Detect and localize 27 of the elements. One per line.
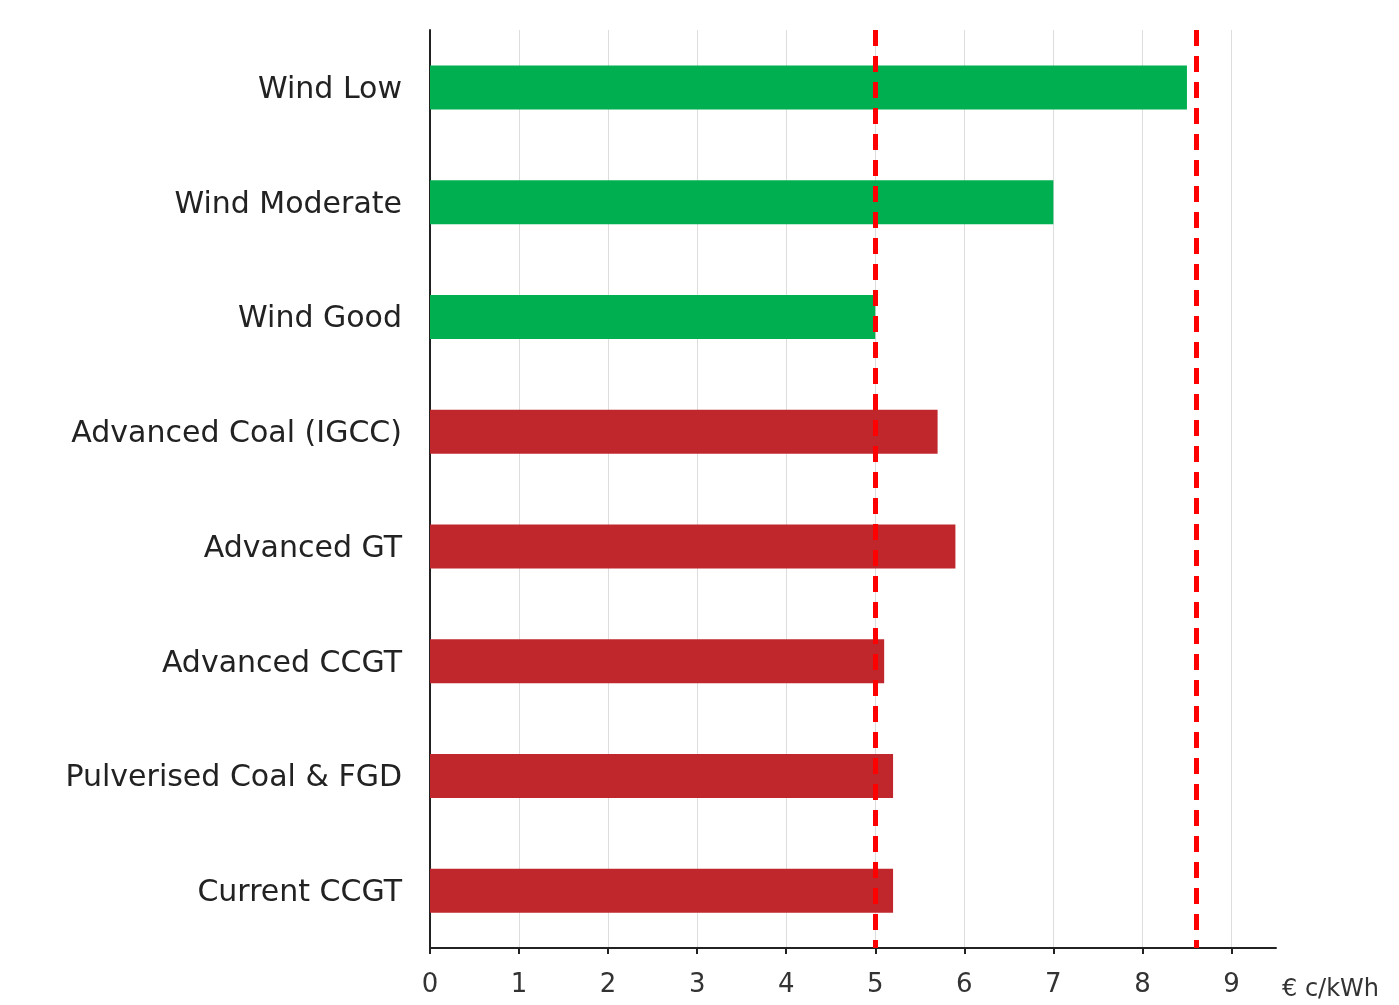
x-tick-label: 7	[1045, 968, 1062, 998]
x-axis-title: € c/kWh	[1282, 974, 1380, 1002]
bar	[430, 65, 1187, 110]
x-tick-label: 5	[866, 968, 884, 998]
x-tick-label: 3	[688, 968, 706, 998]
bar	[430, 524, 956, 569]
bar	[430, 639, 885, 684]
x-tick-label: 9	[1223, 968, 1240, 998]
x-tick-label: 1	[510, 968, 528, 998]
x-tick-label: 0	[421, 968, 439, 998]
x-tick-label: 8	[1134, 968, 1151, 998]
bar	[430, 409, 938, 454]
bar	[430, 868, 894, 913]
y-tick-label: Pulverised Coal & FGD	[65, 758, 402, 794]
y-tick-label: Wind Moderate	[174, 184, 402, 220]
y-tick-label: Advanced GT	[203, 528, 403, 564]
x-tick-label: 6	[956, 968, 973, 998]
x-tick-label: 4	[777, 968, 795, 998]
y-tick-label: Wind Good	[238, 299, 402, 335]
y-tick-label: Advanced Coal (IGCC)	[71, 414, 402, 450]
y-tick-label: Current CCGT	[197, 873, 403, 909]
y-tick-label: Advanced CCGT	[161, 643, 403, 679]
bar	[430, 753, 894, 798]
x-tick-label: 2	[599, 968, 617, 998]
bar	[430, 294, 876, 339]
y-tick-label: Wind Low	[257, 69, 402, 105]
bar	[430, 180, 1054, 225]
